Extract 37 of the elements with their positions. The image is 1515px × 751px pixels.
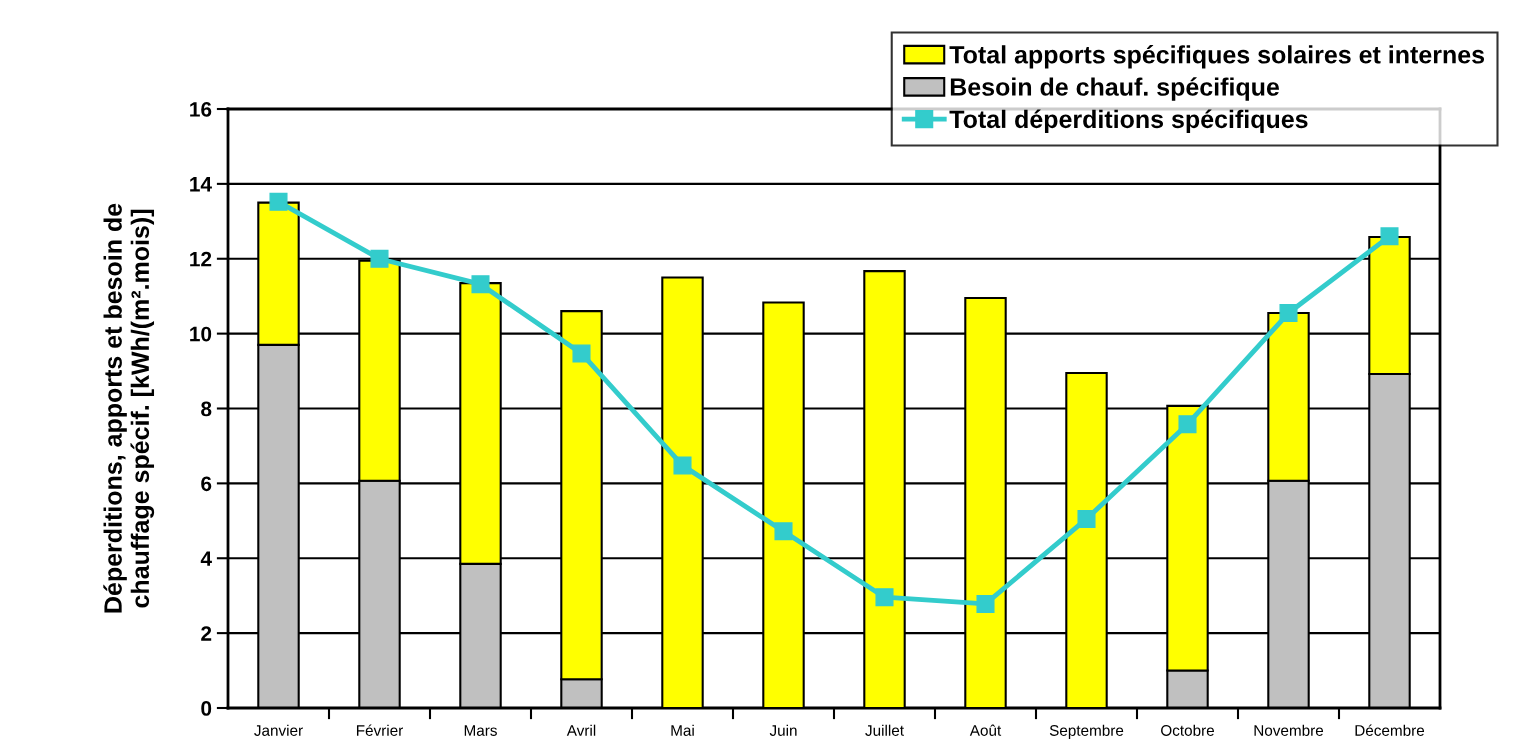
x-tick-label: Juin [769, 724, 797, 736]
y-tick-label: 14 [190, 177, 212, 192]
y-tick-label: 12 [190, 251, 212, 267]
y-tick-label: 4 [200, 551, 212, 566]
y-tick-label: 10 [190, 326, 212, 342]
point [673, 456, 692, 475]
y-axis-title: Déperditions, apports et besoin de chauffage spécif. [kWh/(m².mois)] [103, 203, 155, 613]
legend-label: Total apports spécifiques solaires et internes [949, 45, 1485, 69]
legend-label: Total déperditions spécifiques [949, 109, 1308, 134]
x-tick-label: Août [969, 724, 1002, 736]
point [471, 275, 490, 294]
point [269, 192, 288, 211]
x-tick-label: Mars [464, 725, 497, 736]
point [1077, 509, 1096, 528]
x-tick-label: Novembre [1254, 724, 1324, 736]
point [976, 594, 995, 613]
y-tick-label: 0 [201, 701, 212, 716]
x-tick-label: Janvier [254, 724, 303, 736]
point [572, 344, 591, 363]
y-tick-label: 6 [201, 476, 212, 492]
point [1178, 415, 1197, 434]
point [1279, 304, 1298, 323]
point [774, 522, 793, 541]
point [1380, 227, 1399, 246]
x-tick-label: Octobre [1161, 724, 1214, 736]
x-tick-label: Septembre [1049, 724, 1124, 739]
x-tick-label: Avril [566, 724, 596, 736]
x-tick-label: Décembre [1355, 724, 1425, 736]
point [875, 588, 894, 607]
x-tick-label: Juillet [865, 724, 904, 736]
x-tick-label: Février [356, 724, 404, 736]
y-tick-label: 8 [201, 401, 212, 417]
legend-label: Besoin de chauf. spécifique [950, 77, 1279, 101]
y-tick-label: 2 [201, 626, 212, 641]
x-tick-label: Mai [671, 724, 694, 736]
point [370, 249, 389, 268]
y-tick-label: 16 [190, 102, 212, 117]
